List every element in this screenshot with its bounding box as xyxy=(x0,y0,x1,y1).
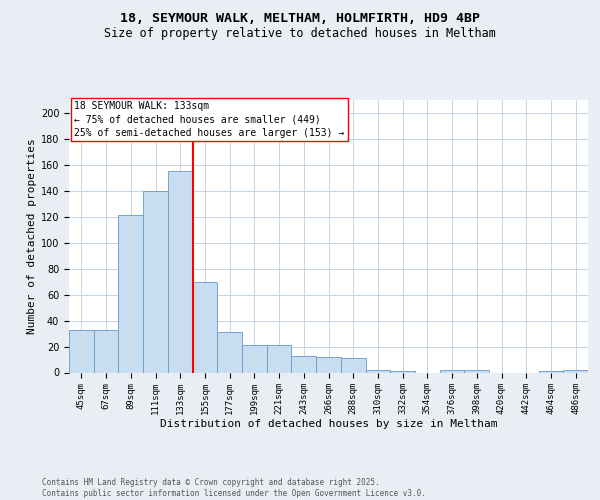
Text: Size of property relative to detached houses in Meltham: Size of property relative to detached ho… xyxy=(104,28,496,40)
X-axis label: Distribution of detached houses by size in Meltham: Distribution of detached houses by size … xyxy=(160,418,497,428)
Bar xyxy=(193,282,217,372)
Bar xyxy=(143,191,168,372)
Bar xyxy=(168,172,193,372)
Bar xyxy=(316,357,341,372)
Bar xyxy=(69,330,94,372)
Bar xyxy=(341,358,365,372)
Bar xyxy=(242,345,267,372)
Text: Contains HM Land Registry data © Crown copyright and database right 2025.
Contai: Contains HM Land Registry data © Crown c… xyxy=(42,478,426,498)
Bar xyxy=(94,330,118,372)
Bar xyxy=(390,371,415,372)
Text: 18, SEYMOUR WALK, MELTHAM, HOLMFIRTH, HD9 4BP: 18, SEYMOUR WALK, MELTHAM, HOLMFIRTH, HD… xyxy=(120,12,480,26)
Bar xyxy=(267,345,292,372)
Bar xyxy=(292,356,316,372)
Text: 18 SEYMOUR WALK: 133sqm
← 75% of detached houses are smaller (449)
25% of semi-d: 18 SEYMOUR WALK: 133sqm ← 75% of detache… xyxy=(74,102,344,138)
Bar xyxy=(118,216,143,372)
Bar xyxy=(464,370,489,372)
Bar xyxy=(539,371,563,372)
Y-axis label: Number of detached properties: Number of detached properties xyxy=(26,138,37,334)
Bar xyxy=(440,370,464,372)
Bar xyxy=(217,332,242,372)
Bar xyxy=(563,370,588,372)
Bar xyxy=(365,370,390,372)
